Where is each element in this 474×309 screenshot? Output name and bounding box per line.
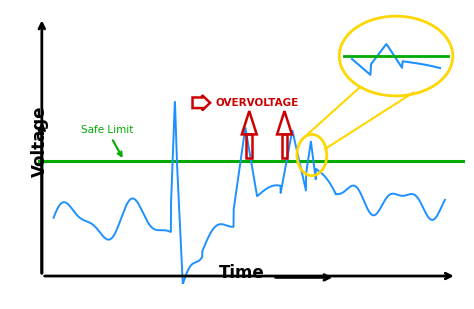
Text: Voltage: Voltage	[31, 106, 49, 177]
Text: Safe Limit: Safe Limit	[81, 125, 133, 156]
Text: OVERVOLTAGE: OVERVOLTAGE	[216, 98, 299, 108]
Text: Time: Time	[219, 264, 264, 281]
